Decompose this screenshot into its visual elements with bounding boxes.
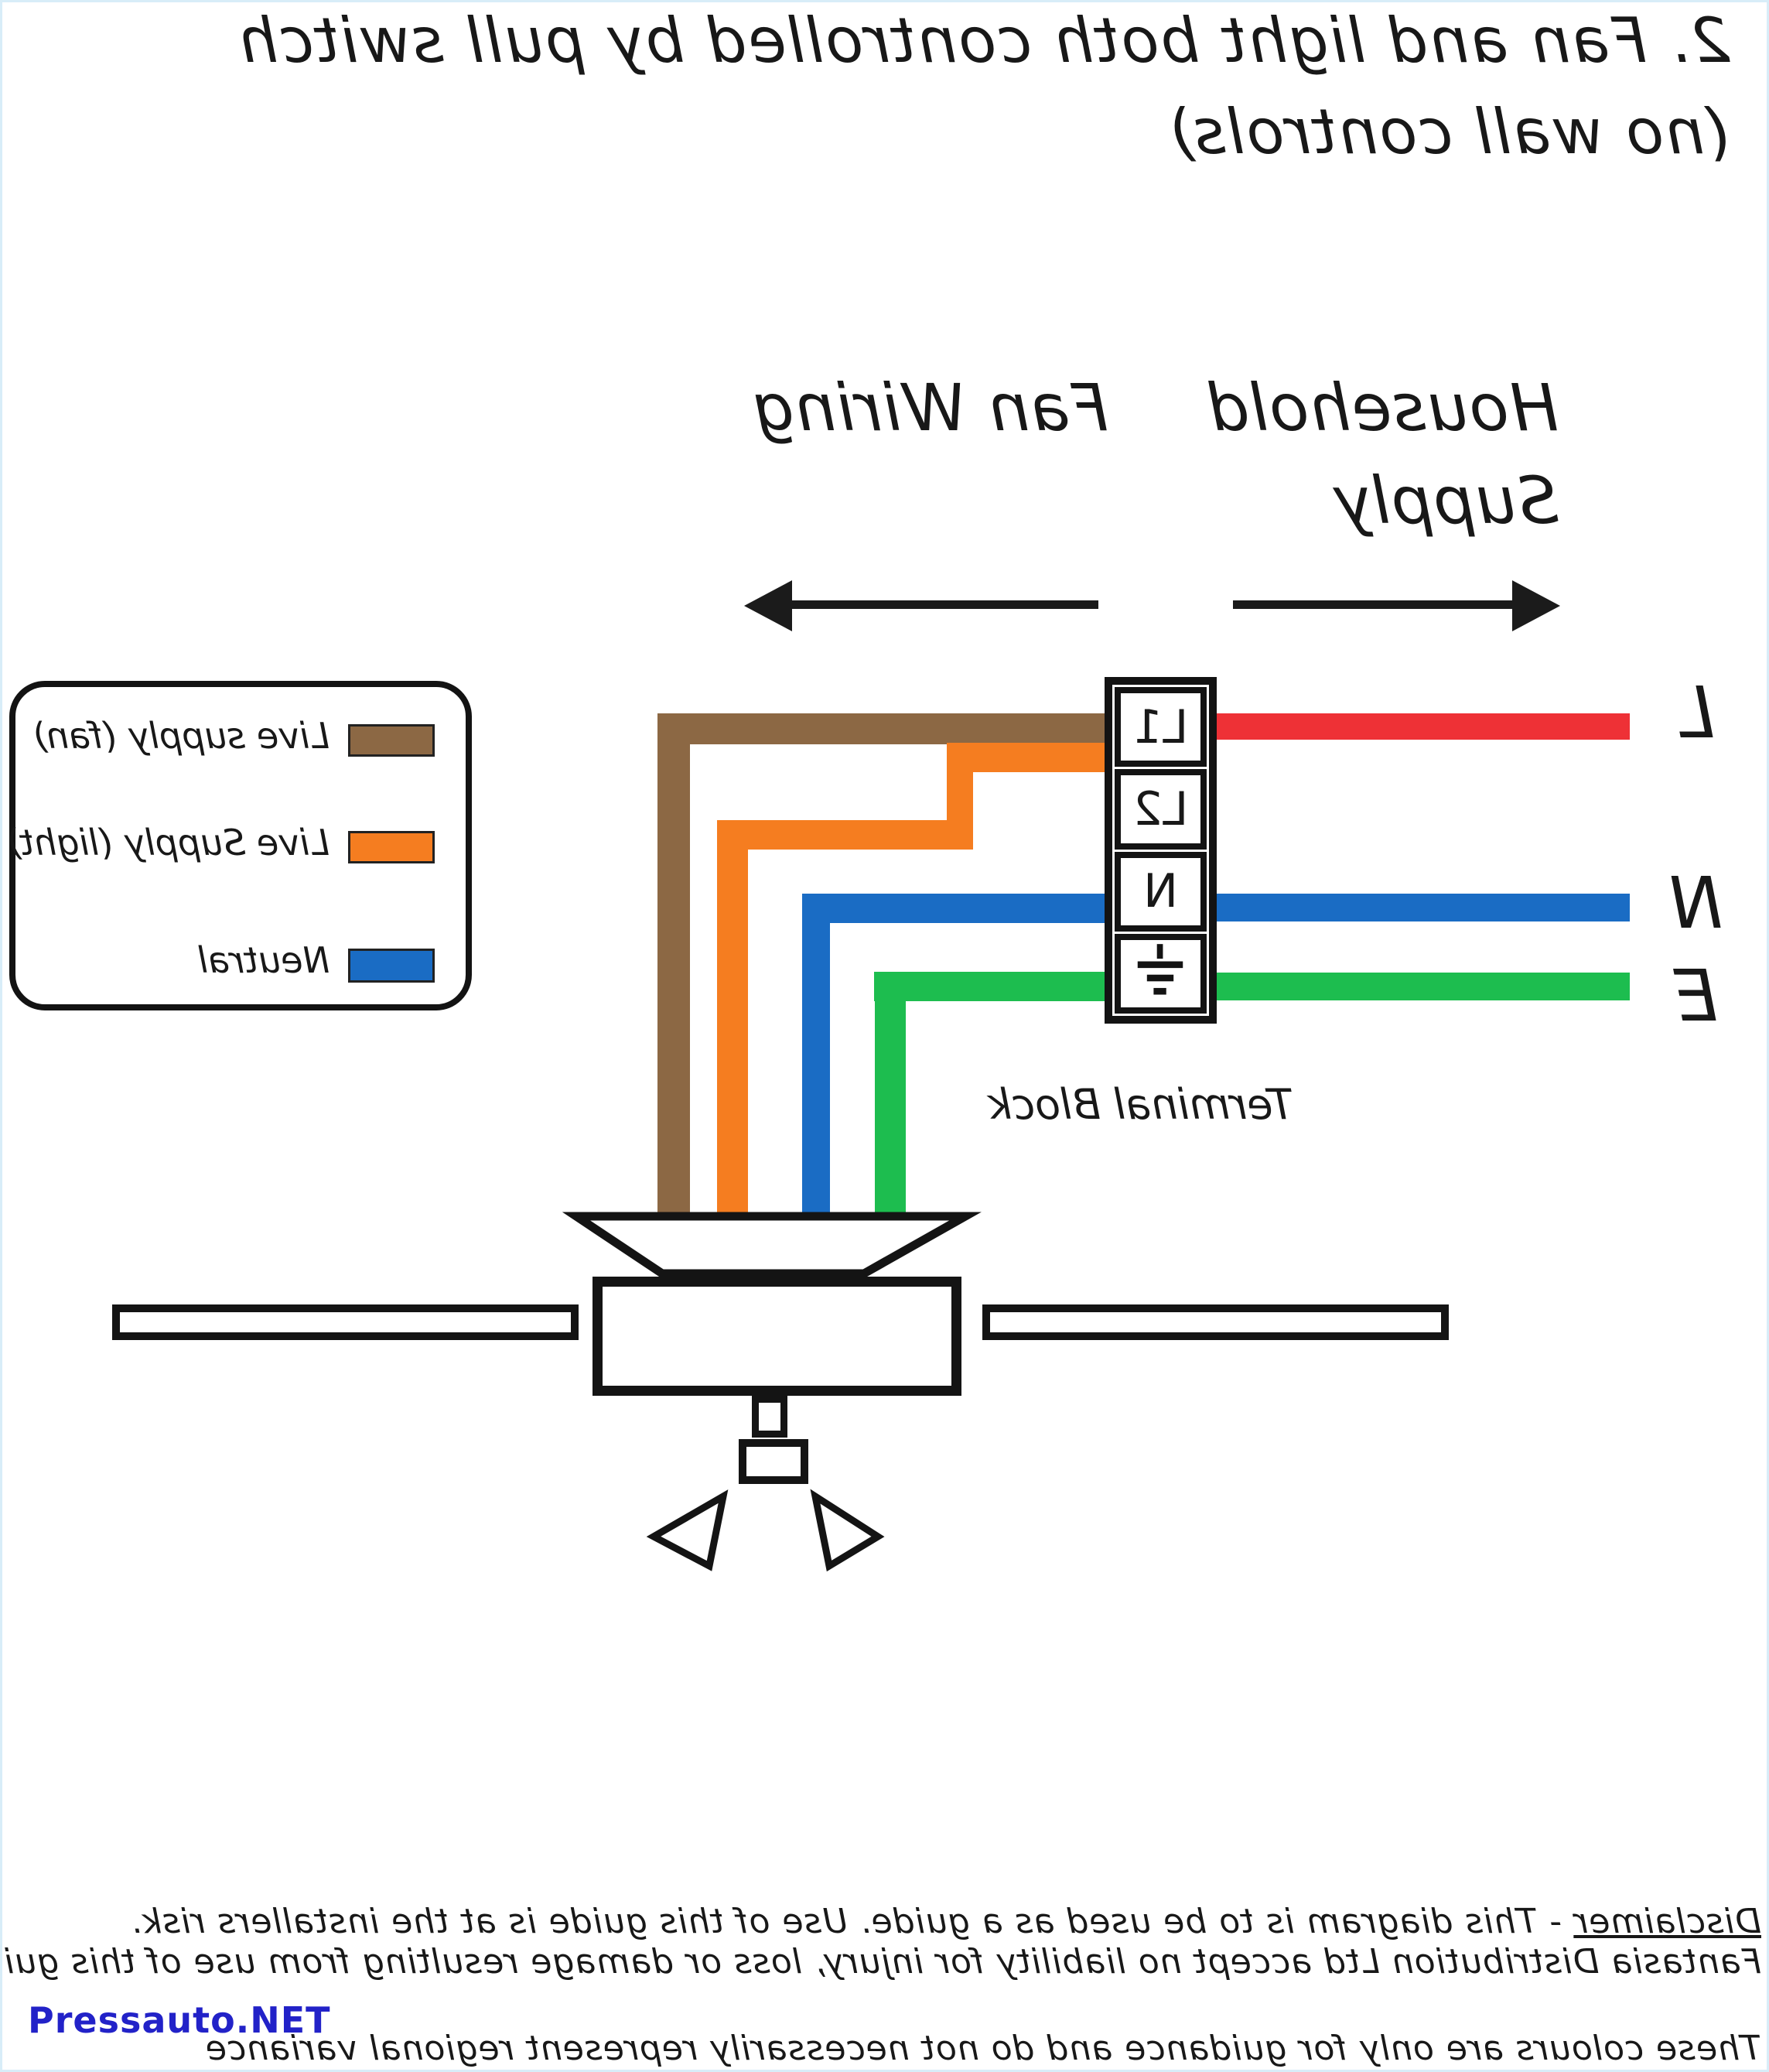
page-title: 2. Fan and light both controlled by pull…: [237, 5, 1730, 77]
supply-neutral-wire: [1217, 894, 1630, 921]
legend-label-light-live: Live Supply (light): [6, 822, 330, 863]
supply-earth-wire: [1217, 973, 1630, 1000]
legend-label-neutral: Neutral: [198, 939, 330, 981]
fan-neutral-wire-horizontal: [802, 894, 1105, 923]
terminal-cell-n-label: N: [1143, 864, 1178, 919]
disclaimer-underlined-word: Disclaimer: [1573, 1902, 1761, 1941]
terminal-cell-n: N: [1115, 851, 1207, 932]
supply-arrow-shaft: [1233, 600, 1517, 609]
supply-live-wire: [1217, 713, 1630, 740]
fan-neutral-wire-vertical: [802, 894, 830, 1233]
light-live-wire-vertical: [717, 820, 748, 1233]
supply-arrow-icon: [1512, 580, 1560, 631]
household-label: Household: [1207, 370, 1559, 446]
fan-arrow-shaft: [792, 600, 1098, 609]
watermark: Pressauto.NET: [28, 1999, 331, 2041]
legend-label-fan-live: Live supply (fan): [32, 715, 330, 757]
terminal-cell-l1-label: L1: [1132, 699, 1189, 754]
supply-earth-letter: E: [1672, 955, 1718, 1038]
supply-neutral-letter: N: [1669, 862, 1723, 945]
lamp-shade-right: [646, 1489, 729, 1571]
terminal-cell-l1: L1: [1115, 687, 1207, 768]
fan-light-fitting: [739, 1439, 808, 1484]
fan-blade-right: [112, 1304, 579, 1340]
terminal-cell-l2: L2: [1115, 769, 1207, 850]
disclaimer-line-3: These colours are only for guidance and …: [204, 2029, 1761, 2068]
earth-symbol-icon: [1138, 944, 1183, 995]
lamp-shade-left: [810, 1489, 885, 1572]
fan-live-wire-vertical: [657, 713, 690, 1233]
fan-wiring-label: Fan Wiring: [752, 370, 1108, 446]
legend-swatch-fan-live: [348, 724, 435, 757]
legend-box: Live supply (fan) Live Supply (light) Ne…: [6, 681, 472, 1010]
fan-live-wire-horizontal: [657, 713, 1105, 744]
fan-blade-left: [982, 1304, 1449, 1340]
terminal-block: L1 L2 N: [1105, 677, 1217, 1024]
supply-live-letter: L: [1675, 672, 1715, 754]
legend-swatch-neutral: [348, 949, 435, 983]
legend-swatch-light-live: [348, 831, 435, 863]
terminal-block-label: Terminal Block: [988, 1080, 1293, 1129]
disclaimer-line-1: Disclaimer - This diagram is to be used …: [130, 1902, 1761, 1941]
fan-canopy: [562, 1212, 982, 1278]
fan-earth-wire-vertical: [875, 972, 906, 1233]
fan-arrow-icon: [744, 580, 792, 631]
fan-stem: [752, 1396, 787, 1438]
fan-earth-wire-horizontal: [874, 972, 1105, 1001]
page-subtitle: (no wall controls): [1166, 96, 1730, 168]
terminal-cell-earth: [1115, 933, 1207, 1014]
light-live-wire-lower: [717, 820, 973, 850]
disclaimer-line-2: Fantasia Distribution Ltd accept no liab…: [0, 1942, 1761, 1981]
terminal-cell-l2-label: L2: [1132, 781, 1189, 836]
disclaimer-line-1-rest: - This diagram is to be used as a guide.…: [129, 1902, 1574, 1941]
fan-motor-body: [593, 1277, 961, 1396]
supply-label: Supply: [1332, 463, 1559, 539]
